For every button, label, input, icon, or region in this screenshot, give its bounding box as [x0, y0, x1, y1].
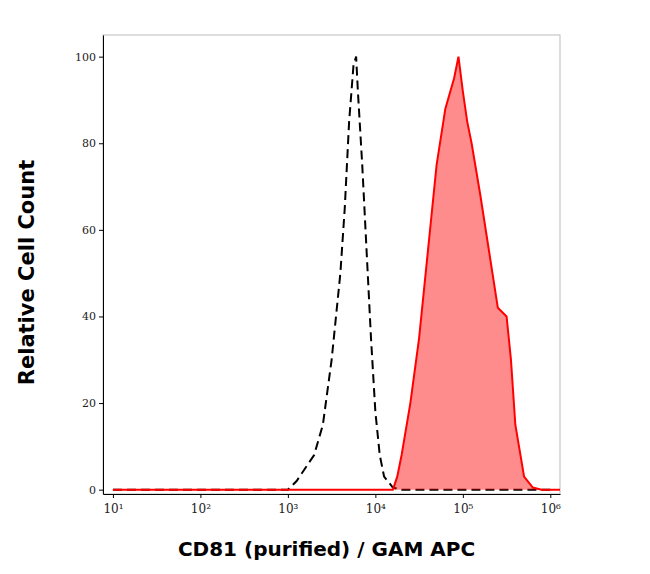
tick: 80: [82, 137, 103, 150]
tick-mark: [200, 494, 201, 498]
tick-mark: [375, 494, 376, 498]
x-axis: 10¹ 10² 10³ 10⁴ 10⁵ 10⁶: [103, 494, 561, 516]
tick-mark: [99, 316, 103, 317]
tick-label: 20: [82, 397, 96, 410]
tick: 100: [75, 51, 103, 64]
plot-area: [113, 57, 560, 490]
histogram-line: [113, 57, 560, 490]
tick-mark: [99, 230, 103, 231]
tick-mark: [463, 494, 464, 498]
tick-label: 10³: [278, 502, 298, 516]
tick-label: 60: [82, 224, 96, 237]
tick: 10²: [191, 494, 211, 516]
x-axis-title: CD81 (purified) / GAM APC: [178, 537, 475, 561]
axis-line: [103, 36, 104, 495]
tick: 10⁴: [366, 494, 386, 516]
tick: 10³: [278, 494, 298, 516]
histogram-fill: [113, 57, 560, 490]
tick-mark: [288, 494, 289, 498]
tick-label: 10²: [191, 502, 211, 516]
tick: 20: [82, 397, 103, 410]
tick: 40: [82, 310, 103, 323]
tick: 10⁵: [453, 494, 473, 516]
y-axis: 0 20 40 60 80 100: [75, 36, 104, 497]
tick-mark: [99, 143, 103, 144]
tick-label: 10⁶: [541, 502, 561, 516]
tick-mark: [550, 494, 551, 498]
tick-label: 100: [75, 51, 96, 64]
plot-frame: [103, 35, 560, 494]
tick-label: 10¹: [103, 502, 123, 516]
tick-label: 10⁴: [366, 502, 386, 516]
tick: 60: [82, 224, 103, 237]
y-axis-title: Relative Cell Count: [15, 160, 39, 385]
tick-mark: [113, 494, 114, 498]
tick-label: 40: [82, 310, 96, 323]
tick: 10¹: [103, 494, 123, 516]
tick-mark: [99, 490, 103, 491]
tick: 10⁶: [541, 494, 561, 516]
tick-mark: [99, 403, 103, 404]
tick-label: 10⁵: [453, 502, 473, 516]
tick-label: 80: [82, 137, 96, 150]
axis-line: [104, 494, 561, 495]
tick-label: 0: [89, 484, 96, 497]
tick-mark: [99, 57, 103, 58]
tick: 0: [89, 484, 103, 497]
chart: 10¹ 10² 10³ 10⁴ 10⁵ 10⁶ 0 20 40 60 80 100 CD81 (puri…: [0, 0, 650, 574]
